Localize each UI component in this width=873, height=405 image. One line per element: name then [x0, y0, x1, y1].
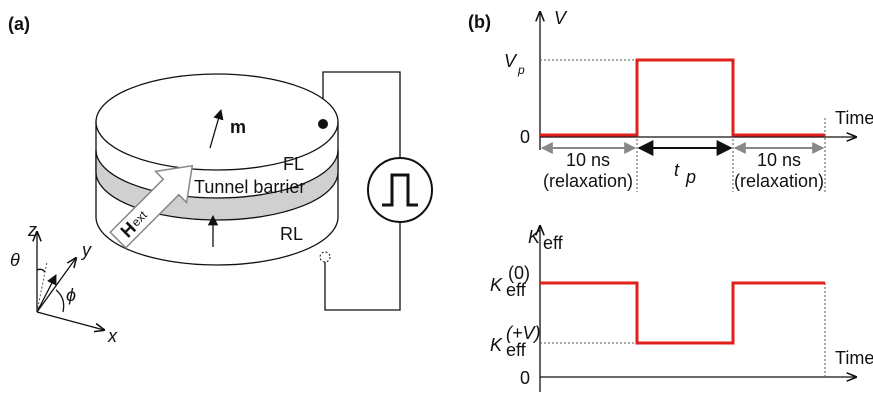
zero-label: 0 — [520, 127, 530, 147]
vp-symbol: V — [504, 51, 518, 71]
phi-label: ϕ — [66, 285, 76, 305]
k0-symbol: K — [490, 275, 503, 295]
contact-hidden — [320, 252, 330, 262]
interval-duration: 10 ns — [566, 150, 610, 170]
interval-note: (relaxation) — [734, 171, 824, 191]
k0-subscript: eff — [506, 280, 527, 300]
pulse-source — [368, 158, 432, 222]
tp-subscript: p — [685, 167, 696, 187]
phi-arc — [56, 290, 64, 312]
barrier-label: Tunnel barrier — [194, 177, 305, 197]
panel-label: (b) — [468, 12, 491, 32]
kv-symbol: K — [490, 335, 503, 355]
time-label: Time — [835, 108, 873, 128]
kv-subscript: eff — [506, 340, 527, 360]
x-label: x — [107, 326, 118, 346]
k-symbol: K — [528, 227, 541, 247]
vp-subscript: p — [517, 63, 525, 77]
k0-superscript: (0) — [508, 263, 530, 283]
z-label: z — [27, 220, 37, 240]
theta-arc — [37, 269, 45, 272]
vector — [37, 275, 56, 312]
anisotropy-trace — [540, 283, 825, 343]
v-axis-label: V — [554, 8, 568, 28]
fl-label: FL — [283, 154, 304, 174]
panel-label: (a) — [8, 14, 30, 34]
interval-duration: 10 ns — [757, 150, 801, 170]
interval-note: (relaxation) — [543, 171, 633, 191]
m-label: m — [230, 117, 246, 137]
tp-symbol: t — [674, 160, 680, 180]
y-label: y — [80, 240, 92, 260]
kv-superscript: (+V) — [506, 323, 541, 343]
voltage-pulse — [540, 60, 825, 135]
figure: (a) m FL Tunnel barrier RL H ext z y x θ… — [0, 0, 873, 405]
x-axis — [37, 312, 104, 330]
theta-label: θ — [10, 250, 20, 270]
zero-label: 0 — [520, 368, 530, 388]
time-label: Time — [835, 348, 873, 368]
rl-label: RL — [280, 224, 303, 244]
contact — [318, 119, 328, 129]
k-subscript: eff — [543, 233, 564, 253]
